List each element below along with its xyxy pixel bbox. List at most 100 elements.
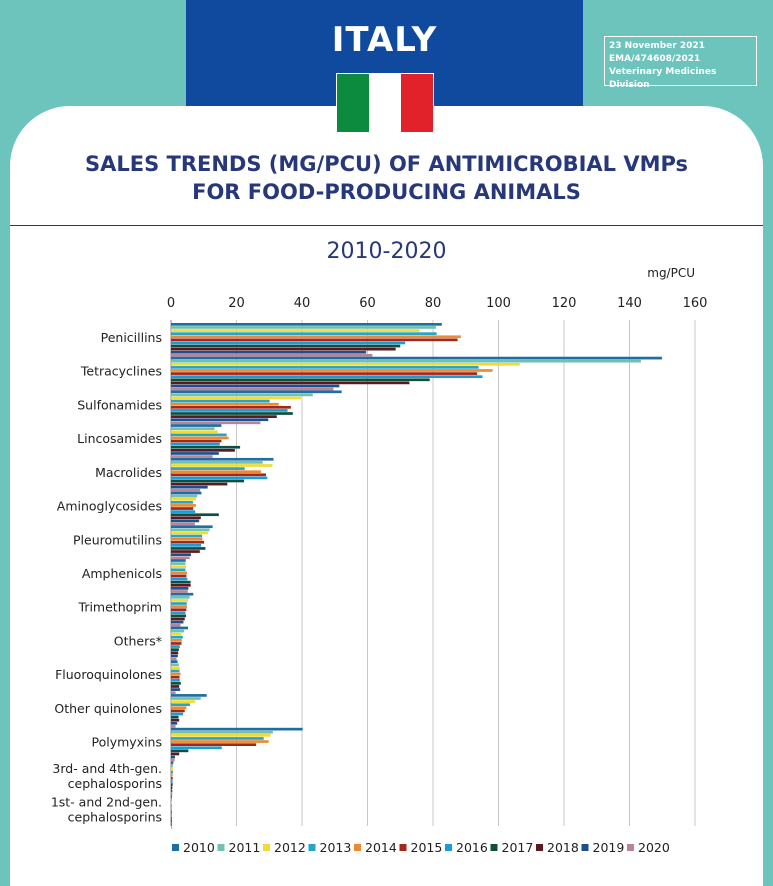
bar (171, 393, 313, 397)
category-label: Fluoroquinolones (55, 667, 162, 682)
bar (171, 645, 180, 648)
bar (171, 485, 208, 489)
legend-swatch (308, 844, 316, 851)
bar (171, 553, 191, 556)
category-label: Other quinolones (54, 701, 162, 716)
bar (171, 479, 245, 483)
bar (171, 725, 176, 728)
flag-stripe-red (401, 74, 433, 132)
bar (171, 685, 180, 688)
document-reference: EMA/474608/2021 (609, 54, 701, 64)
bar (171, 329, 420, 332)
country-banner: ITALY (186, 0, 583, 133)
x-tick-label: 60 (359, 296, 376, 311)
bar (171, 335, 461, 339)
bar (171, 430, 218, 434)
bar (171, 415, 277, 418)
bar (171, 807, 172, 811)
category-label: cephalosporins (68, 810, 162, 825)
bar (171, 372, 478, 375)
bar (171, 332, 437, 335)
bar (171, 356, 662, 360)
legend-label: 2020 (638, 840, 670, 855)
bar (171, 467, 245, 470)
bar (171, 820, 172, 823)
category-label: 3rd- and 4th-gen. (52, 761, 162, 776)
bar (171, 556, 190, 560)
title-line-1: SALES TRENDS (MG/PCU) OF ANTIMICROBIAL V… (84, 152, 689, 176)
bar (171, 387, 334, 391)
country-name: ITALY (331, 20, 438, 60)
bar (171, 500, 193, 504)
bar (171, 743, 257, 746)
bar (171, 651, 179, 655)
bar (171, 706, 187, 710)
bar (171, 390, 342, 394)
bar (171, 691, 176, 695)
legend-swatch (581, 844, 589, 851)
bar (171, 473, 266, 477)
legend-label: 2018 (547, 840, 579, 855)
bar (171, 418, 269, 422)
bar (171, 519, 200, 523)
bar (171, 752, 180, 756)
bar (171, 734, 271, 737)
category-label: Sulfonamides (77, 397, 162, 412)
bar (171, 497, 196, 501)
bar (171, 547, 206, 550)
document-division: Veterinary Medicines Division (609, 67, 717, 90)
bar (171, 678, 180, 682)
bar (171, 767, 173, 771)
bar (171, 491, 202, 495)
legend-label: 2011 (229, 840, 261, 855)
bar (171, 614, 187, 618)
bar (171, 482, 228, 486)
bar (171, 442, 220, 446)
bar (171, 574, 187, 578)
bar (171, 730, 273, 734)
bar (171, 709, 185, 713)
bar (171, 359, 641, 363)
bar (171, 777, 173, 780)
bar (171, 488, 201, 492)
bar (171, 362, 520, 366)
bar (171, 559, 186, 562)
bar (171, 660, 178, 664)
bar (171, 654, 178, 658)
category-label: Others* (114, 633, 162, 648)
bar (171, 344, 401, 348)
bar (171, 595, 190, 599)
legend-label: 2014 (365, 840, 397, 855)
bar (171, 694, 207, 697)
bar (171, 697, 201, 700)
bar (171, 540, 205, 544)
bar (171, 550, 200, 553)
legend-label: 2012 (274, 840, 306, 855)
category-label: cephalosporins (68, 776, 162, 791)
bar (171, 341, 406, 345)
bar (171, 780, 173, 783)
bar (171, 399, 270, 403)
x-tick-label: 160 (683, 296, 708, 311)
document-date: 23 November 2021 (609, 41, 705, 51)
title-divider (10, 225, 763, 226)
bar (171, 565, 187, 569)
bar (171, 405, 291, 409)
bar (171, 452, 219, 455)
category-label: Amphenicols (82, 566, 162, 581)
document-info-box: 23 November 2021 EMA/474608/2021 Veterin… (604, 36, 757, 90)
legend-swatch (490, 844, 498, 851)
bar (171, 672, 181, 676)
legend-swatch (399, 844, 407, 851)
bar (171, 798, 172, 802)
bar (171, 507, 194, 510)
bar (171, 703, 190, 707)
bar (171, 522, 195, 526)
bar (171, 449, 235, 452)
bar (171, 605, 188, 608)
bar (171, 682, 181, 685)
x-tick-label: 100 (486, 296, 511, 311)
bar (171, 737, 264, 740)
x-tick-label: 120 (552, 296, 577, 311)
